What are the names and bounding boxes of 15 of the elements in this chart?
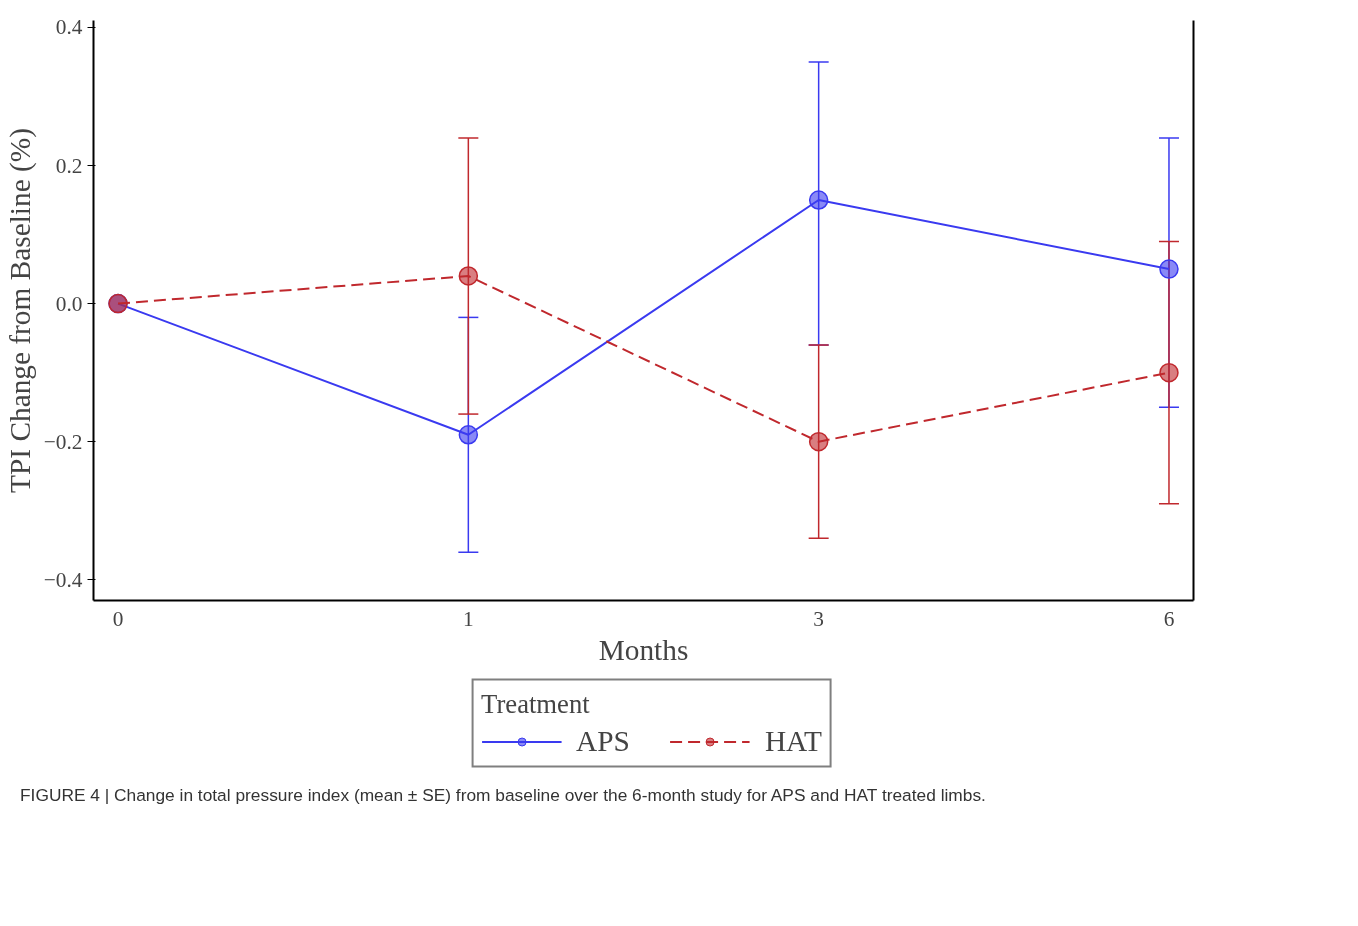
x-tick-label: 1 <box>463 606 474 631</box>
y-tick-label: −0.2 <box>43 429 83 454</box>
legend-title: Treatment <box>481 688 591 720</box>
y-axis-title: TPI Change from Baseline (%) <box>3 128 37 493</box>
x-tick-label: 6 <box>1163 606 1175 631</box>
legend-label: APS <box>576 724 630 758</box>
y-tick-label: 0.4 <box>55 15 83 40</box>
y-tick-label: 0.0 <box>55 291 83 316</box>
y-tick-label: 0.2 <box>55 153 83 178</box>
x-axis-title: Months <box>598 633 689 666</box>
y-tick-label: −0.4 <box>43 567 83 592</box>
x-tick-label: 0 <box>112 606 124 631</box>
x-tick-label: 3 <box>813 606 824 631</box>
caption: FIGURE 4 | Change in total pressure index (mean ± SE) from baseline over the 6-month study for APS and HAT treated limbs. <box>20 784 986 807</box>
legend-label: HAT <box>764 724 822 758</box>
